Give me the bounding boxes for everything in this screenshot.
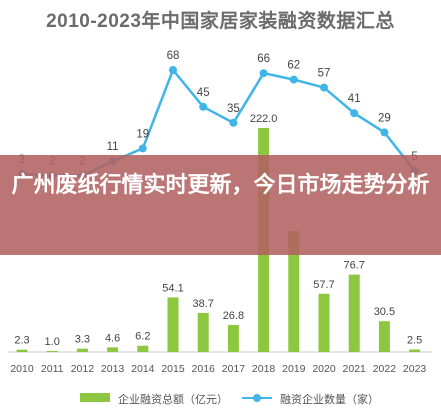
bar-label-2022: 30.5 [374, 306, 395, 318]
line-label-2017: 35 [227, 103, 240, 115]
line-label-2022: 29 [378, 112, 391, 124]
line-point-2021 [350, 109, 359, 118]
bar-label-2011: 1.0 [45, 336, 60, 348]
bar-2016 [197, 312, 209, 352]
line-point-2022 [380, 128, 389, 137]
line-point-2016 [199, 102, 208, 111]
bar-label-2012: 3.3 [75, 334, 90, 346]
bar-label-2021: 76.7 [343, 260, 364, 272]
bar-2017 [227, 324, 239, 352]
line-point-2019 [289, 75, 298, 84]
bar-2022 [378, 321, 390, 352]
bar-2010 [16, 349, 28, 352]
x-tick-2011: 2011 [41, 363, 64, 375]
x-tick-2014: 2014 [131, 363, 155, 375]
x-tick-2012: 2012 [71, 363, 95, 375]
bar-2020 [318, 293, 330, 352]
line-label-2019: 62 [287, 60, 300, 72]
bar-2014 [137, 345, 149, 352]
bar-label-2010: 2.3 [14, 335, 29, 347]
bar-2021 [348, 274, 360, 352]
line-point-2020 [320, 83, 328, 92]
bar-2013 [107, 347, 119, 352]
chart-legend: 企业融资总额（亿元） 融资企业数量（家） [0, 388, 441, 408]
bar-2015 [167, 297, 179, 352]
bar-label-2017: 26.8 [223, 310, 244, 322]
bar-2019 [288, 230, 300, 352]
bar-label-2013: 4.6 [105, 332, 120, 344]
line-label-2013: 11 [107, 141, 119, 153]
line-point-2015 [169, 66, 177, 74]
bar-2011 [46, 350, 58, 352]
line-point-2014 [138, 144, 147, 153]
line-label-2015: 68 [167, 50, 180, 62]
line-label-2021: 41 [348, 93, 361, 105]
bar-2012 [76, 348, 88, 352]
x-tick-2022: 2022 [373, 363, 397, 375]
legend-line-dot [253, 394, 261, 402]
legend-bar-swatch [80, 393, 110, 402]
bar-2023 [409, 349, 421, 352]
x-tick-2020: 2020 [312, 363, 336, 375]
overlay-banner [0, 155, 441, 255]
bar-label-2015: 54.1 [162, 282, 183, 294]
x-tick-2023: 2023 [403, 363, 427, 375]
x-tick-2016: 2016 [192, 363, 216, 375]
line-point-2018 [259, 69, 268, 78]
line-point-2017 [229, 118, 238, 127]
x-tick-2018: 2018 [252, 363, 276, 375]
x-tick-2015: 2015 [161, 363, 185, 375]
bar-label-2014: 6.2 [135, 331, 150, 343]
line-label-2018: 66 [257, 53, 270, 65]
chart-title: 2010-2023年中国家居家装融资数据汇总 [46, 11, 395, 32]
x-tick-2017: 2017 [222, 363, 246, 375]
overlay-headline: 广州废纸行情实时更新，今日市场走势分析 [11, 172, 430, 197]
line-label-2020: 57 [318, 68, 331, 80]
bar-label-2018: 222.0 [250, 113, 278, 125]
bar-label-2020: 57.7 [313, 279, 334, 291]
x-tick-2010: 2010 [10, 363, 34, 375]
legend-line-label: 融资企业数量（家） [280, 394, 379, 406]
legend-bar-label: 企业融资总额（亿元） [118, 394, 228, 406]
bar-label-2023: 2.5 [407, 334, 422, 346]
bar-label-2016: 38.7 [192, 298, 213, 310]
x-tick-2021: 2021 [343, 363, 367, 375]
line-label-2014: 19 [136, 128, 149, 140]
x-tick-2019: 2019 [282, 363, 306, 375]
x-tick-2013: 2013 [101, 363, 125, 375]
line-label-2016: 45 [197, 87, 210, 99]
